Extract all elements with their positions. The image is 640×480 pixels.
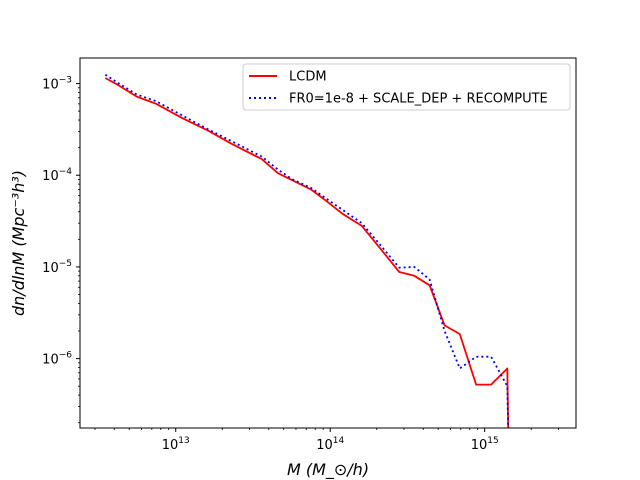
plot-area bbox=[104, 73, 510, 428]
series-line-fr0 bbox=[104, 73, 510, 428]
y-axis-label: dn/dlnM (Mpc⁻³h³) bbox=[9, 170, 28, 316]
axes-frame bbox=[79, 57, 577, 429]
x-tick-label: 1014 bbox=[316, 436, 344, 453]
series-line-lcdm bbox=[104, 77, 510, 428]
y-tick-label: 10−5 bbox=[42, 259, 72, 276]
x-axis-label: M (M_⊙/h) bbox=[287, 460, 369, 480]
y-tick-label: 10−6 bbox=[42, 351, 72, 368]
legend-frame bbox=[242, 63, 571, 111]
legend-label-lcdm: LCDM bbox=[289, 70, 327, 85]
legend: LCDM FR0=1e-8 + SCALE_DEP + RECOMPUTE bbox=[242, 63, 571, 111]
x-tick-label: 1013 bbox=[162, 436, 190, 453]
axes bbox=[79, 57, 577, 429]
ticks: 1013 1014 1015 10−6 10−5 10−4 10−3 bbox=[42, 76, 559, 453]
legend-label-fr0: FR0=1e-8 + SCALE_DEP + RECOMPUTE bbox=[289, 92, 548, 107]
y-tick-label: 10−4 bbox=[42, 167, 72, 184]
x-tick-label: 1015 bbox=[471, 436, 499, 453]
y-tick-label: 10−3 bbox=[42, 76, 72, 93]
